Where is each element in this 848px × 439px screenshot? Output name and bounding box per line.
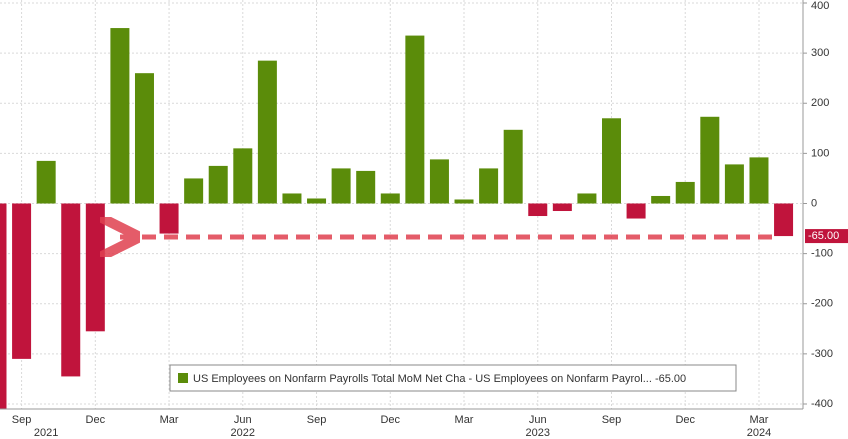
legend-swatch xyxy=(178,373,188,383)
bar xyxy=(356,170,376,204)
x-tick-label: Jun xyxy=(234,414,252,426)
y-tick-label: -100 xyxy=(811,248,833,260)
bar xyxy=(651,195,671,204)
bar xyxy=(61,203,81,377)
bar xyxy=(552,203,572,212)
bar xyxy=(700,116,720,204)
last-value-label: -65.00 xyxy=(808,230,839,242)
year-label: 2024 xyxy=(747,427,771,439)
bar xyxy=(208,165,228,204)
x-tick-label: Sep xyxy=(12,414,32,426)
x-tick-label: Jun xyxy=(529,414,547,426)
bar xyxy=(307,198,327,204)
bar xyxy=(85,203,105,332)
x-tick-label: Dec xyxy=(86,414,106,426)
y-tick-label: -200 xyxy=(811,298,833,310)
bar xyxy=(675,181,695,204)
last-value-box xyxy=(805,229,848,244)
bar xyxy=(257,60,277,204)
y-tick-label: 200 xyxy=(811,97,829,109)
y-tick-label: -300 xyxy=(811,348,833,360)
bar xyxy=(12,203,32,359)
x-tick-label: Dec xyxy=(380,414,400,426)
year-label: 2023 xyxy=(526,427,550,439)
y-tick-label: 0 xyxy=(811,197,817,209)
bars xyxy=(0,28,794,409)
bar xyxy=(405,35,425,204)
legend-box xyxy=(169,364,737,392)
bar xyxy=(724,164,744,204)
bar xyxy=(602,118,621,204)
year-label: 2022 xyxy=(231,427,255,439)
y-tick-label: 300 xyxy=(811,47,829,59)
bar xyxy=(429,159,449,204)
x-tick-label: Sep xyxy=(307,414,327,426)
y-tick-label: 100 xyxy=(811,147,829,159)
bar xyxy=(454,199,474,204)
bar xyxy=(503,129,523,204)
legend: US Employees on Nonfarm Payrolls Total M… xyxy=(169,364,737,392)
bar xyxy=(577,193,597,204)
axis: 400 300 200 100 0 -100 -200 -300 -400 Sep Dec Mar Ju… xyxy=(12,0,848,439)
bar xyxy=(134,73,154,204)
bar xyxy=(479,168,499,204)
x-tick-label: Mar xyxy=(455,414,474,426)
y-tick-label: 400 xyxy=(811,0,829,12)
bar xyxy=(233,148,253,204)
bar xyxy=(380,193,400,204)
x-tick-label: Dec xyxy=(675,414,695,426)
x-tick-label: Sep xyxy=(602,414,622,426)
bar xyxy=(159,203,179,234)
year-label: 2021 xyxy=(34,427,58,439)
bar xyxy=(36,160,56,204)
bar xyxy=(626,203,646,219)
bar xyxy=(528,203,548,217)
bar xyxy=(331,168,351,204)
bar xyxy=(749,157,769,204)
legend-text: US Employees on Nonfarm Payrolls Total M… xyxy=(193,373,686,385)
x-tick-label: Mar xyxy=(160,414,179,426)
x-tick-label: Mar xyxy=(750,414,769,426)
bar xyxy=(184,178,204,204)
bar xyxy=(282,193,302,204)
y-tick-label: -400 xyxy=(811,398,833,410)
bar xyxy=(0,203,7,409)
bar xyxy=(110,28,130,204)
bar xyxy=(774,203,794,237)
